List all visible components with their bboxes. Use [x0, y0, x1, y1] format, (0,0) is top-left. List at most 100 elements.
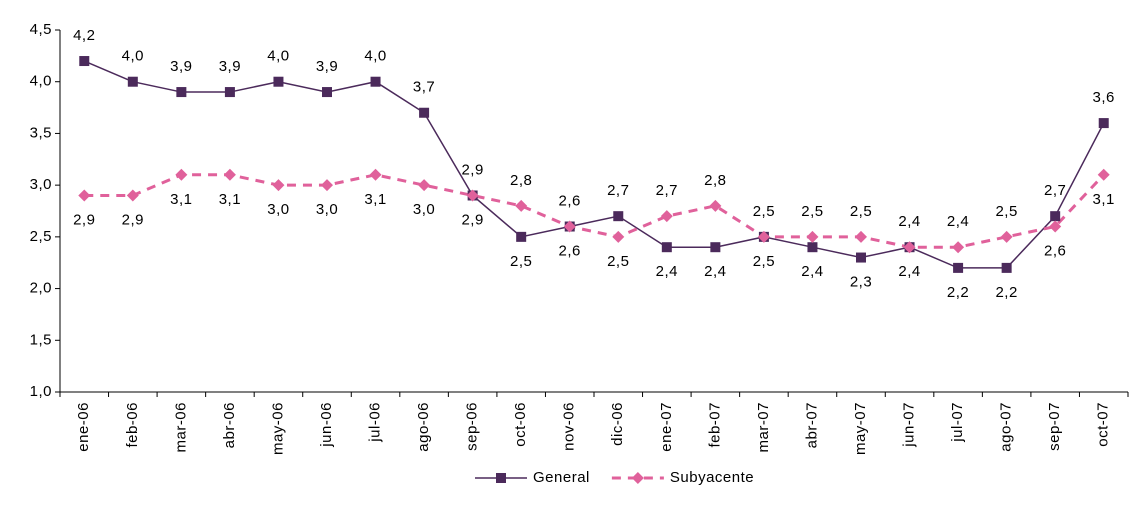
value-label: 2,7	[1044, 182, 1066, 199]
value-label: 3,7	[413, 79, 435, 96]
value-label: 2,5	[753, 253, 775, 270]
value-label: 3,9	[219, 58, 241, 75]
marker	[322, 87, 332, 98]
y-tick-label: 3,0	[30, 176, 52, 193]
value-label: 2,6	[559, 242, 581, 259]
x-tick-label: mar-06	[172, 402, 189, 453]
marker	[127, 76, 138, 87]
value-label: 2,9	[73, 211, 95, 228]
x-tick-label: abr-06	[221, 402, 238, 448]
value-label: 4,0	[267, 48, 289, 65]
x-tick-label: oct-06	[512, 402, 529, 447]
marker	[903, 241, 916, 254]
marker	[952, 241, 965, 254]
x-tick-label: jun-07	[901, 402, 918, 448]
value-label: 2,9	[461, 211, 483, 228]
x-tick-label: jun-06	[318, 402, 335, 448]
marker	[710, 242, 721, 253]
marker	[661, 242, 672, 253]
value-label: 3,1	[170, 191, 192, 208]
value-label: 3,9	[316, 58, 338, 75]
value-label: 4,0	[364, 48, 386, 65]
value-label: 2,5	[510, 253, 532, 270]
series-line	[83, 60, 1105, 269]
x-tick-label: dic-06	[609, 402, 626, 446]
x-tick-label: ene-06	[75, 402, 92, 452]
y-tick-label: 2,0	[30, 280, 52, 297]
marker	[79, 56, 90, 67]
marker	[175, 168, 188, 181]
value-label: 2,5	[995, 203, 1017, 220]
marker	[466, 189, 479, 202]
value-label: 2,4	[898, 213, 920, 230]
marker	[1000, 230, 1013, 243]
value-label: 3,6	[1093, 89, 1115, 106]
value-label: 2,6	[559, 192, 581, 209]
y-tick-label: 3,5	[30, 124, 52, 141]
legend-label: General	[533, 469, 590, 486]
value-label: 2,8	[704, 172, 726, 189]
x-tick-label: jul-07	[949, 402, 966, 443]
marker	[516, 231, 527, 242]
x-tick-label: ago-07	[998, 402, 1015, 452]
value-label: 2,4	[947, 213, 969, 230]
marker	[224, 87, 235, 98]
x-tick-label: feb-06	[124, 402, 141, 448]
value-label: 2,7	[656, 182, 678, 199]
value-label: 2,4	[656, 263, 678, 280]
marker	[78, 189, 91, 202]
x-tick-label: may-07	[852, 402, 869, 455]
x-tick-label: sep-06	[464, 402, 481, 451]
x-tick-label: feb-07	[706, 402, 723, 448]
value-label: 3,0	[267, 201, 289, 218]
y-tick-label: 1,0	[30, 383, 52, 400]
marker	[1001, 262, 1012, 273]
y-tick-label: 1,5	[30, 331, 52, 348]
marker	[176, 87, 187, 98]
value-label: 2,2	[947, 284, 969, 301]
value-label: 4,0	[122, 48, 144, 65]
series-line	[84, 173, 1105, 249]
marker	[126, 189, 139, 202]
x-tick-label: jul-06	[367, 402, 384, 443]
marker	[1050, 211, 1061, 222]
x-tick-label: ene-07	[658, 402, 675, 452]
x-tick-label: mar-07	[755, 402, 772, 453]
x-tick-label: abr-07	[803, 402, 820, 448]
x-tick-label: sep-07	[1046, 402, 1063, 451]
y-tick-label: 4,0	[30, 73, 52, 90]
value-label: 2,5	[753, 203, 775, 220]
value-label: 2,2	[995, 284, 1017, 301]
marker	[806, 230, 819, 243]
x-tick-label: may-06	[269, 402, 286, 455]
value-label: 2,3	[850, 274, 872, 291]
value-label: 2,5	[801, 203, 823, 220]
legend-label: Subyacente	[670, 469, 754, 486]
marker	[496, 473, 506, 483]
value-label: 2,4	[704, 263, 726, 280]
marker	[855, 230, 867, 243]
value-label: 2,9	[461, 161, 483, 178]
marker	[856, 252, 866, 263]
value-label: 3,1	[364, 191, 386, 208]
marker	[612, 230, 625, 243]
value-label: 2,5	[850, 203, 872, 220]
value-label: 2,4	[898, 263, 920, 280]
marker	[631, 472, 644, 484]
y-tick-label: 2,5	[30, 228, 52, 245]
marker	[1049, 220, 1062, 233]
marker	[419, 107, 430, 118]
value-label: 2,9	[122, 211, 144, 228]
y-tick-label: 4,5	[30, 21, 52, 38]
marker	[321, 179, 333, 192]
value-label: 2,7	[607, 182, 629, 199]
marker	[515, 199, 528, 212]
marker	[418, 179, 431, 192]
marker	[709, 199, 722, 212]
value-label: 2,5	[607, 253, 629, 270]
marker	[613, 211, 624, 222]
value-label: 2,4	[801, 263, 823, 280]
marker	[1098, 118, 1109, 129]
value-label: 3,0	[413, 201, 435, 218]
